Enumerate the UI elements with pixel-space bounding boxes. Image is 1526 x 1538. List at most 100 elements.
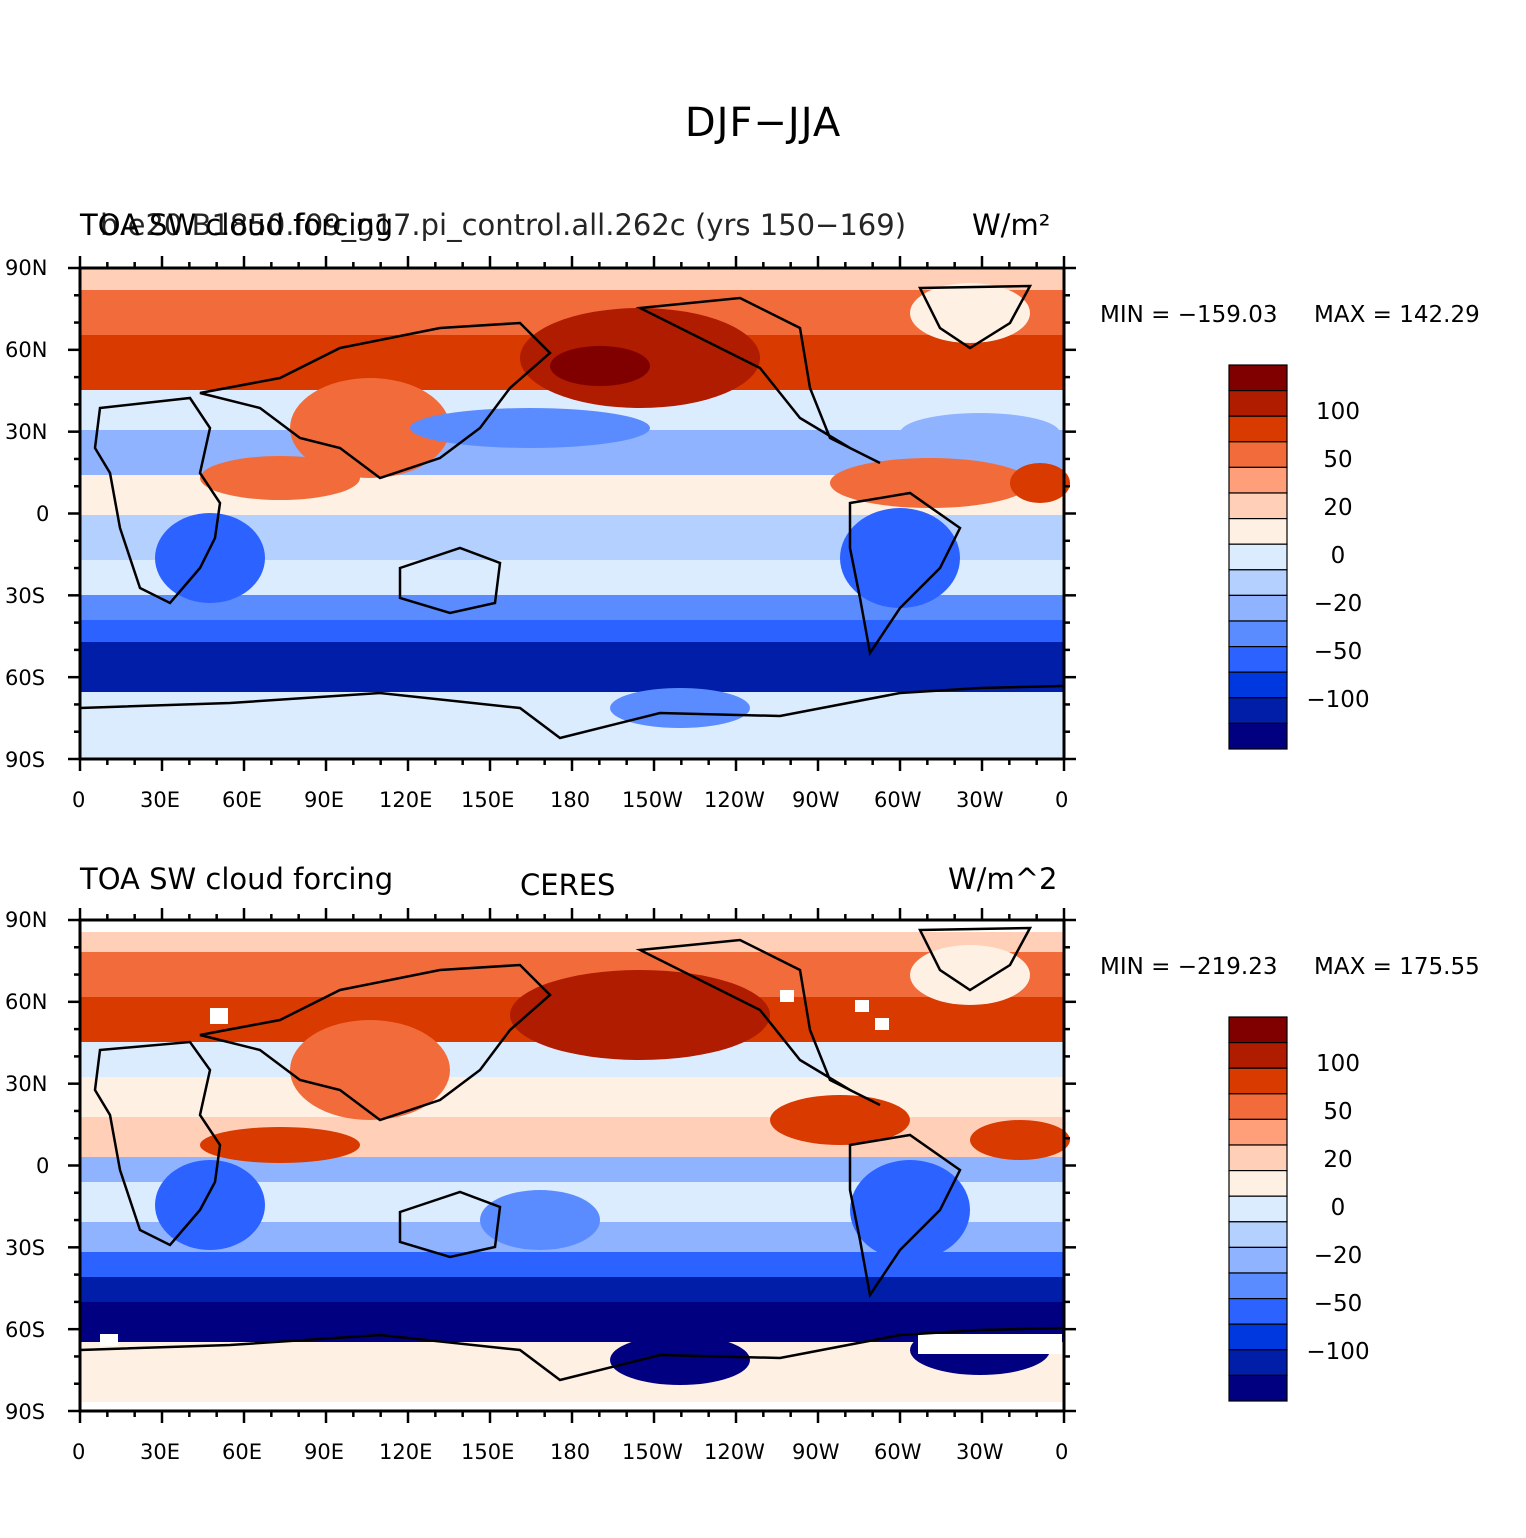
lon-label: 60W [874, 788, 922, 812]
colorbar-swatch [1228, 390, 1288, 417]
colorbar-swatch [1228, 518, 1288, 545]
map-plot [78, 918, 1070, 1413]
min-label: MIN = −159.03 [1100, 302, 1278, 328]
colorbar-label: 100 [1316, 399, 1360, 425]
colorbar-swatch [1228, 1016, 1288, 1044]
lon-label: 180 [550, 788, 591, 812]
figure-title: DJF−JJA [684, 100, 842, 146]
lat-label: 60S [5, 1318, 46, 1342]
colorbar-swatch [1228, 1349, 1288, 1376]
colorbar-swatch [1228, 1144, 1288, 1172]
lon-label: 150W [622, 788, 683, 812]
min-label: MIN = −219.23 [1100, 954, 1278, 980]
lat-label: 30S [5, 584, 46, 608]
lon-label: 60E [222, 788, 262, 812]
lon-label: 150E [461, 788, 515, 812]
colorbar-label: 20 [1323, 495, 1353, 521]
lat-label: 60N [5, 338, 48, 362]
colorbar-swatch [1228, 441, 1288, 469]
colorbar-label: −20 [1313, 1243, 1363, 1269]
lat-label: 30S [5, 1236, 46, 1260]
colorbar-label: −50 [1313, 1291, 1363, 1317]
colorbar [1228, 364, 1288, 750]
lon-label: 90E [304, 788, 344, 812]
lat-label: 0 [36, 1154, 50, 1178]
lon-label: 30W [956, 788, 1004, 812]
lon-label: 0 [1055, 1440, 1069, 1464]
lat-label: 60N [5, 990, 48, 1014]
lon-label: 150W [622, 1440, 683, 1464]
panel-center-title: CERES [520, 868, 616, 902]
lon-label: 90E [304, 1440, 344, 1464]
colorbar-swatch [1228, 1118, 1288, 1146]
colorbar-swatch [1228, 492, 1288, 520]
lon-label: 60W [874, 1440, 922, 1464]
lat-label: 90N [5, 256, 48, 280]
colorbar-swatch [1228, 722, 1288, 750]
max-label: MAX = 142.29 [1314, 302, 1480, 328]
colorbar-label: 50 [1323, 447, 1353, 473]
axis-ticks [68, 256, 1076, 771]
colorbar-swatch [1228, 1067, 1288, 1095]
colorbar-swatch [1228, 466, 1288, 494]
colorbar-label: 0 [1330, 543, 1346, 569]
lon-label: 180 [550, 1440, 591, 1464]
lon-label: 0 [72, 788, 86, 812]
lon-label: 30W [956, 1440, 1004, 1464]
lon-label: 30E [140, 1440, 180, 1464]
colorbar-label: −100 [1306, 1339, 1370, 1365]
colorbar-swatch [1228, 543, 1288, 571]
colorbar-swatch [1228, 646, 1288, 673]
lat-label: 0 [36, 502, 50, 526]
colorbar-swatch [1228, 1246, 1288, 1274]
colorbar-swatch [1228, 697, 1288, 724]
max-label: MAX = 175.55 [1314, 954, 1480, 980]
lat-label: 60S [5, 666, 46, 690]
colorbar-label: 0 [1330, 1195, 1346, 1221]
colorbar-swatch [1228, 1221, 1288, 1249]
colorbar-label: −100 [1306, 687, 1370, 713]
colorbar-swatch [1228, 569, 1288, 597]
colorbar-swatch [1228, 1374, 1288, 1402]
lon-label: 120E [379, 788, 433, 812]
colorbar-label: 50 [1323, 1099, 1353, 1125]
lon-label: 30E [140, 788, 180, 812]
colorbar-label: 20 [1323, 1147, 1353, 1173]
panel-units: W/m² [972, 208, 1051, 242]
lon-label: 60E [222, 1440, 262, 1464]
colorbar-swatch [1228, 364, 1288, 392]
lon-label: 120W [704, 788, 765, 812]
axis-ticks [68, 908, 1076, 1423]
colorbar-swatch [1228, 1170, 1288, 1197]
colorbar [1228, 1016, 1288, 1402]
colorbar-label: 100 [1316, 1051, 1360, 1077]
lon-label: 150E [461, 1440, 515, 1464]
lat-label: 90N [5, 908, 48, 932]
panel-left-title: TOA SW cloud forcing [80, 208, 394, 242]
lat-label: 30N [5, 1072, 48, 1096]
colorbar-swatch [1228, 1272, 1288, 1300]
colorbar-swatch [1228, 1323, 1288, 1351]
colorbar-swatch [1228, 620, 1288, 648]
colorbar-swatch [1228, 415, 1288, 443]
colorbar-swatch [1228, 671, 1288, 699]
lat-label: 90S [5, 748, 46, 772]
panel-units: W/m^2 [948, 862, 1058, 896]
panel-left-title: TOA SW cloud forcing [80, 862, 394, 896]
lat-label: 30N [5, 420, 48, 444]
lon-label: 90W [792, 1440, 840, 1464]
lat-label: 90S [5, 1400, 46, 1424]
lon-label: 0 [72, 1440, 86, 1464]
colorbar-swatch [1228, 594, 1288, 622]
panel-case-name: b.e20.B1850.f09_g17.pi_control.all.262c … [100, 208, 907, 242]
colorbar-label: −50 [1313, 639, 1363, 665]
lon-label: 120E [379, 1440, 433, 1464]
lon-label: 0 [1055, 788, 1069, 812]
colorbar-swatch [1228, 1298, 1288, 1325]
lon-label: 90W [792, 788, 840, 812]
colorbar-label: −20 [1313, 591, 1363, 617]
colorbar-swatch [1228, 1093, 1288, 1121]
map-plot [78, 266, 1070, 761]
colorbar-swatch [1228, 1195, 1288, 1223]
lon-label: 120W [704, 1440, 765, 1464]
